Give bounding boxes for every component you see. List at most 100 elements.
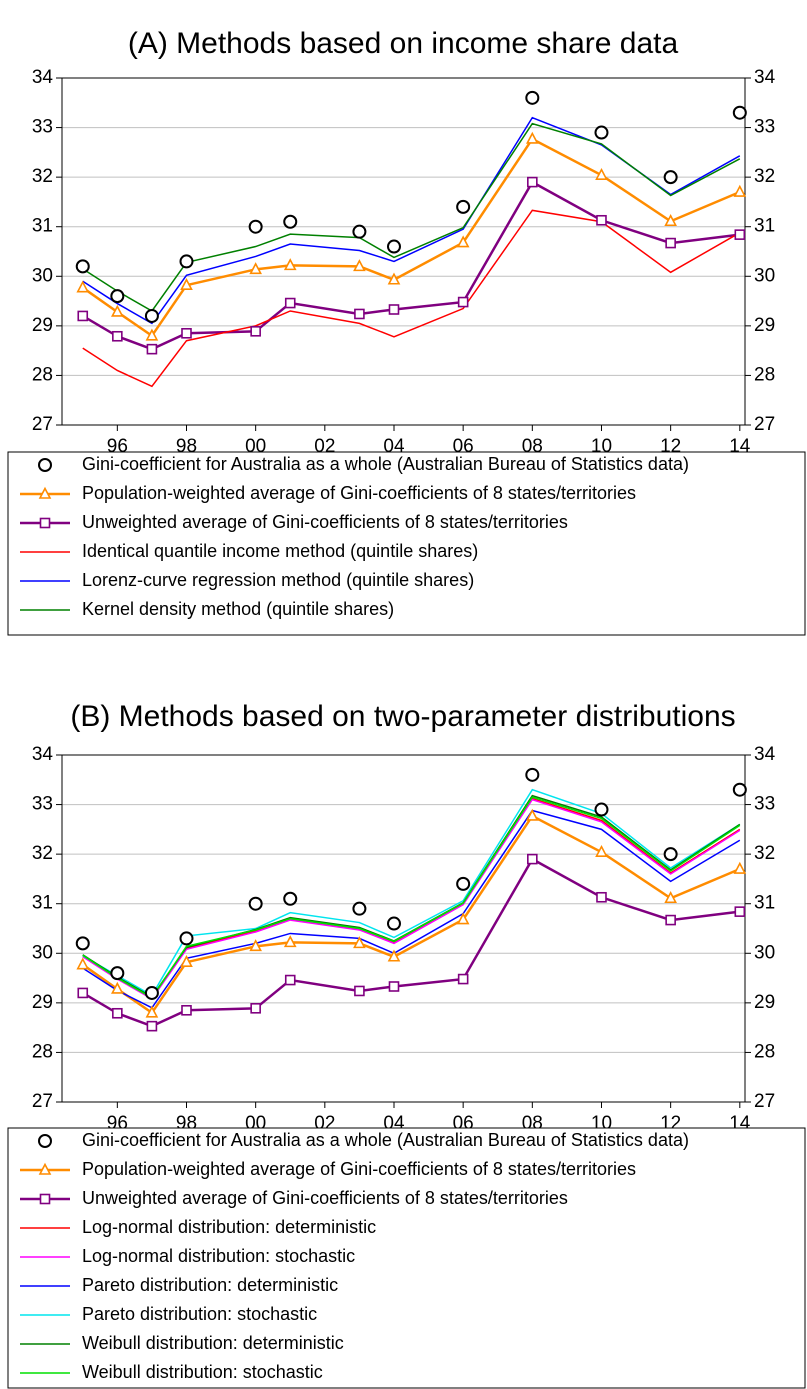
triangle-marker: [283, 935, 297, 948]
square-marker: [734, 906, 746, 917]
square-marker: [146, 343, 158, 355]
circle-marker: [110, 289, 125, 304]
square-marker: [527, 176, 538, 188]
y-tick-label: 28: [32, 1041, 53, 1062]
circle-marker: [248, 896, 263, 911]
legend-label: Identical quantile income method (quinti…: [82, 541, 478, 561]
circle-marker: [456, 876, 471, 891]
triangle-marker: [664, 891, 677, 904]
circle-marker: [144, 985, 159, 1000]
triangle-marker: [111, 304, 124, 317]
square-marker: [596, 891, 607, 903]
y-tick-label: 34: [32, 744, 54, 765]
y2-tick-label: 33: [754, 794, 775, 815]
square-marker: [77, 310, 89, 322]
square-marker: [596, 214, 607, 226]
legend-label: Population-weighted average of Gini-coef…: [82, 1159, 636, 1179]
y2-tick-label: 32: [754, 843, 775, 864]
legend-label: Weibull distribution: stochastic: [82, 1362, 323, 1382]
square-marker: [354, 308, 365, 320]
y2-tick-label: 31: [754, 216, 775, 237]
triangle-marker: [249, 939, 262, 952]
y-tick-label: 27: [32, 1091, 53, 1112]
legend-label: Pareto distribution: deterministic: [82, 1275, 338, 1295]
circle-marker: [248, 219, 263, 234]
square-marker: [250, 326, 261, 337]
plot-frame: [61, 77, 746, 426]
triangle-marker: [76, 280, 90, 293]
legend-box: [7, 451, 806, 636]
series-line: [82, 209, 741, 388]
square-marker: [284, 974, 296, 986]
y-tick-label: 33: [32, 794, 53, 815]
triangle-marker: [249, 262, 262, 275]
triangle-marker: [353, 936, 366, 949]
triangle-marker: [145, 328, 159, 341]
circle-marker: [456, 199, 471, 214]
circle-marker: [525, 767, 540, 782]
square-marker: [354, 985, 365, 997]
circle-marker: [38, 1134, 52, 1148]
triangle-marker: [595, 167, 608, 180]
y2-tick-label: 27: [754, 414, 775, 435]
circle-marker: [525, 90, 540, 105]
triangle-marker: [353, 259, 366, 272]
square-marker: [250, 1003, 261, 1014]
y2-tick-label: 29: [754, 315, 775, 336]
y2-tick-label: 28: [754, 364, 775, 385]
circle-marker: [594, 125, 609, 140]
triangle-marker: [145, 1005, 159, 1018]
circle-marker: [352, 901, 367, 916]
circle-marker: [352, 224, 367, 239]
y-tick-label: 27: [32, 414, 53, 435]
y-tick-label: 33: [32, 117, 53, 138]
y-tick-label: 32: [32, 166, 53, 187]
circle-marker: [179, 931, 194, 946]
square-marker: [734, 229, 746, 240]
legend-label: Kernel density method (quintile shares): [82, 599, 394, 619]
triangle-marker: [76, 957, 90, 970]
triangle-marker: [180, 277, 193, 291]
chart-title: (B) Methods based on two-parameter distr…: [70, 700, 735, 733]
triangle-marker: [664, 214, 677, 227]
y2-tick-label: 34: [754, 744, 776, 765]
triangle-marker: [456, 235, 470, 248]
triangle-marker: [38, 1162, 52, 1175]
y2-tick-label: 29: [754, 992, 775, 1013]
y2-tick-label: 34: [754, 67, 776, 88]
triangle-marker: [733, 184, 747, 197]
y-tick-label: 32: [32, 843, 53, 864]
circle-marker: [594, 802, 609, 817]
triangle-marker: [733, 861, 747, 874]
square-marker: [388, 981, 400, 992]
legend-label: Unweighted average of Gini-coefficients …: [82, 512, 568, 532]
y-tick-label: 30: [32, 265, 53, 286]
circle-marker: [110, 966, 125, 981]
y2-tick-label: 33: [754, 117, 775, 138]
triangle-marker: [525, 131, 539, 144]
legend-label: Lorenz-curve regression method (quintile…: [82, 570, 474, 590]
square-marker: [665, 237, 676, 249]
circle-marker: [283, 891, 298, 906]
square-marker: [284, 297, 296, 309]
legend-label: Pareto distribution: stochastic: [82, 1304, 317, 1324]
legend-label: Weibull distribution: deterministic: [82, 1333, 344, 1353]
circle-marker: [663, 170, 678, 185]
circle-marker: [386, 239, 401, 254]
y2-tick-label: 30: [754, 265, 775, 286]
y-tick-label: 29: [32, 992, 53, 1013]
legend-label: Gini-coefficient for Australia as a whol…: [82, 454, 689, 474]
square-marker: [457, 296, 469, 308]
circle-marker: [38, 458, 52, 472]
legend-label: Unweighted average of Gini-coefficients …: [82, 1188, 568, 1208]
square-marker: [181, 327, 192, 339]
circle-marker: [283, 214, 298, 229]
chart-title: (A) Methods based on income share data: [128, 27, 679, 60]
legend-label: Population-weighted average of Gini-coef…: [82, 483, 636, 503]
circle-marker: [386, 916, 401, 931]
y-tick-label: 31: [32, 216, 53, 237]
circle-marker: [179, 254, 194, 269]
square-marker: [112, 330, 123, 342]
square-marker: [112, 1007, 123, 1019]
